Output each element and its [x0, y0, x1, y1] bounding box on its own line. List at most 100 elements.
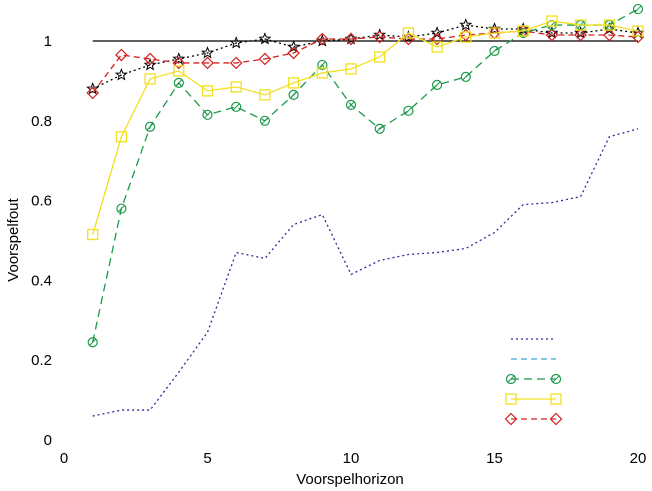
series-5-point [517, 25, 529, 37]
legend-entry-5 [504, 412, 563, 426]
series-2-point [487, 22, 502, 35]
x-tick-label: 15 [486, 450, 503, 467]
series-3-point [172, 56, 186, 70]
series-3-point [287, 46, 300, 60]
y-axis-ticks: 0 0.2 0.4 0.6 0.8 1 [31, 33, 52, 449]
series-2-point [172, 52, 186, 65]
series-2-point [430, 26, 444, 39]
series-4-point-stroke [89, 338, 97, 346]
series-4-line [92, 8, 639, 343]
y-tick-label: 0.4 [31, 272, 52, 289]
series-5-point [115, 131, 128, 143]
series-3-point [373, 30, 387, 44]
series-4-point [259, 115, 270, 126]
series-5-point [87, 228, 99, 241]
x-tick-label: 10 [343, 450, 360, 467]
series-3-point [545, 28, 559, 42]
series-5-point [488, 27, 501, 39]
series-2-point [258, 32, 272, 45]
series-4-point-stroke [376, 125, 384, 133]
legend-entry-3 [505, 373, 562, 385]
y-tick-label: 1 [44, 33, 52, 50]
y-tick-label: 0.6 [31, 193, 52, 210]
series-5-point [460, 31, 472, 43]
series-4-point [317, 59, 328, 71]
series-4-point [173, 77, 184, 88]
series-5-point [345, 63, 357, 75]
x-tick-label: 5 [203, 450, 211, 467]
series-3-point [574, 28, 587, 42]
series-4-point [116, 203, 127, 214]
series-5-point [431, 41, 443, 53]
series-5-point [546, 15, 558, 27]
series-4-point [374, 123, 385, 134]
series-4-point [87, 337, 98, 348]
series-4-point-stroke [433, 81, 441, 89]
plot-area [86, 3, 645, 417]
series-2-point [200, 46, 215, 59]
legend-marker [550, 393, 562, 405]
legend-marker [549, 412, 563, 426]
series-4-point [403, 105, 414, 116]
series-3 [86, 24, 645, 100]
series-3-point [86, 86, 100, 100]
legend-entry-4 [505, 393, 562, 405]
series-4-point [489, 45, 500, 57]
series-4-point-stroke [347, 101, 355, 109]
series-4-point-stroke [491, 47, 498, 55]
series-4-point [231, 101, 242, 112]
y-tick-label: 0.8 [31, 113, 52, 130]
series-2-point [287, 40, 301, 53]
legend-marker [505, 393, 517, 405]
series-4-point-stroke [548, 21, 556, 29]
series-5-point [173, 65, 185, 77]
series-3-point [115, 48, 128, 62]
y-tick-label: 0 [44, 432, 52, 449]
series-4-point-stroke [405, 107, 412, 115]
legend-marker [550, 373, 562, 385]
series-4-point-stroke [118, 205, 125, 212]
series-4-point [345, 99, 357, 110]
series-5 [87, 15, 644, 241]
series-4-point-stroke [634, 5, 642, 13]
series-5-point [574, 19, 587, 31]
series-3-point [430, 32, 444, 46]
series-5-point [259, 89, 271, 101]
series-4-point-stroke [204, 111, 211, 119]
series-3-point [631, 30, 645, 44]
series-3-point [602, 28, 616, 42]
series-4-point-stroke [175, 79, 183, 87]
series-5-point [374, 51, 386, 63]
series-2-point [315, 34, 329, 47]
series-5-point [230, 81, 242, 93]
series-2-point [143, 58, 157, 71]
series-2-point [229, 36, 243, 49]
series-2-point [86, 82, 100, 95]
series-4-point [632, 3, 644, 15]
series-5-point [632, 25, 644, 37]
legend-marker-stroke [507, 375, 515, 383]
series-4 [87, 3, 644, 348]
series-1 [92, 128, 639, 417]
x-tick-label: 0 [60, 450, 68, 467]
legend-marker [505, 373, 517, 385]
series-2 [86, 18, 645, 95]
series-4-point-stroke [261, 117, 269, 125]
series-4-point [460, 71, 471, 83]
series-3-point [402, 32, 415, 46]
series-3-point [344, 32, 358, 46]
series-2-point [114, 68, 128, 81]
series-3-point [201, 56, 214, 70]
y-axis-title: Voorspelfout [5, 197, 22, 281]
series-3-point [315, 32, 329, 46]
series-4-point-stroke [462, 73, 470, 81]
x-tick-label: 20 [630, 450, 647, 467]
series-5-point [201, 85, 214, 97]
series-4-point [288, 89, 299, 100]
series-5-line [92, 20, 639, 235]
y-tick-label: 0.2 [31, 352, 52, 369]
series-4-point [432, 79, 443, 90]
legend-marker-stroke [552, 375, 560, 383]
series-2-point [459, 18, 473, 31]
